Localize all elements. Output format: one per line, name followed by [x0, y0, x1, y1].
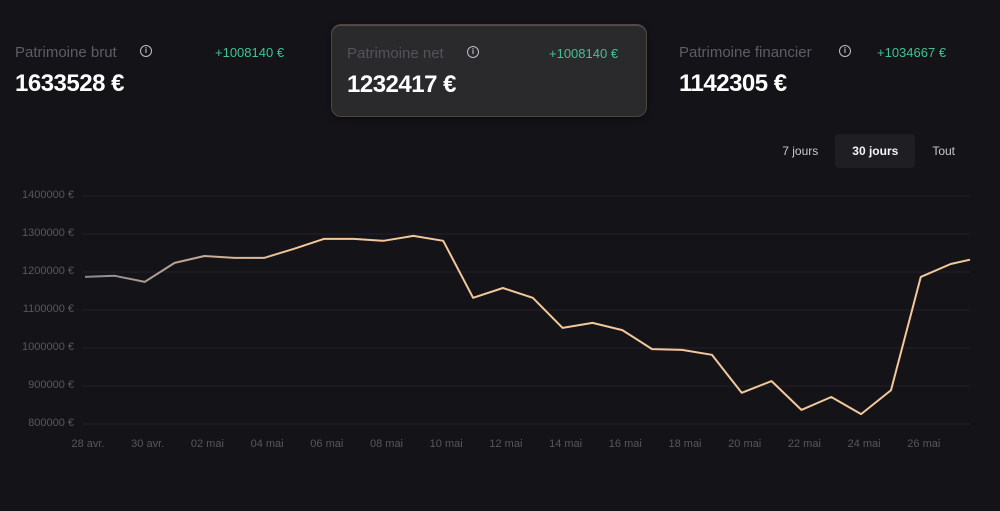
x-tick-label: 08 mai — [369, 438, 404, 450]
card-value: 1142305 € — [679, 70, 787, 97]
summary-card-0[interactable]: Patrimoine brut i +1008140 € 1633528 € — [0, 24, 316, 117]
card-delta: +1008140 € — [549, 46, 619, 61]
x-tick-label: 24 mai — [847, 438, 881, 450]
card-delta: +1008140 € — [215, 45, 285, 60]
info-icon[interactable]: i — [140, 45, 152, 57]
card-label: Patrimoine brut — [15, 44, 117, 61]
x-tick-label: 12 mai — [489, 438, 523, 450]
x-tick-label: 06 mai — [310, 438, 344, 450]
y-tick-label: 1000000 € — [22, 341, 74, 353]
y-tick-label: 1100000 € — [22, 303, 74, 315]
x-tick-label: 28 avr. — [71, 438, 105, 450]
y-tick-label: 1300000 € — [22, 227, 74, 239]
y-tick-label: 900000 € — [28, 379, 74, 391]
x-tick-label: 20 mai — [728, 438, 762, 450]
x-tick-label: 02 mai — [190, 438, 224, 450]
period-tabs: 7 jours 30 jours Tout — [765, 134, 972, 168]
y-tick-label: 800000 € — [28, 417, 74, 429]
info-icon[interactable]: i — [467, 46, 479, 58]
card-value: 1232417 € — [347, 71, 456, 98]
card-label: Patrimoine financier — [679, 44, 812, 61]
card-delta: +1034667 € — [877, 45, 947, 60]
summary-card-1[interactable]: Patrimoine net i +1008140 € 1232417 € — [331, 24, 647, 117]
net-worth-line — [84, 234, 971, 416]
summary-card-2[interactable]: Patrimoine financier i +1034667 € 114230… — [664, 24, 980, 117]
tab-period-1[interactable]: 30 jours — [835, 134, 916, 168]
x-tick-label: 04 mai — [250, 438, 284, 450]
y-tick-label: 1400000 € — [22, 189, 74, 201]
info-icon[interactable]: i — [839, 45, 851, 57]
x-tick-label: 22 mai — [787, 438, 821, 450]
x-tick-label: 18 mai — [668, 438, 702, 450]
card-value: 1633528 € — [15, 70, 124, 97]
x-tick-label: 30 avr. — [131, 438, 165, 450]
x-tick-label: 10 mai — [429, 438, 463, 450]
tab-period-0[interactable]: 7 jours — [782, 144, 819, 158]
tab-period-2[interactable]: Tout — [932, 144, 955, 158]
y-tick-label: 1200000 € — [22, 265, 74, 277]
card-label: Patrimoine net — [347, 45, 444, 62]
x-tick-label: 26 mai — [907, 438, 941, 450]
x-tick-label: 16 mai — [608, 438, 642, 450]
x-tick-label: 14 mai — [549, 438, 583, 450]
